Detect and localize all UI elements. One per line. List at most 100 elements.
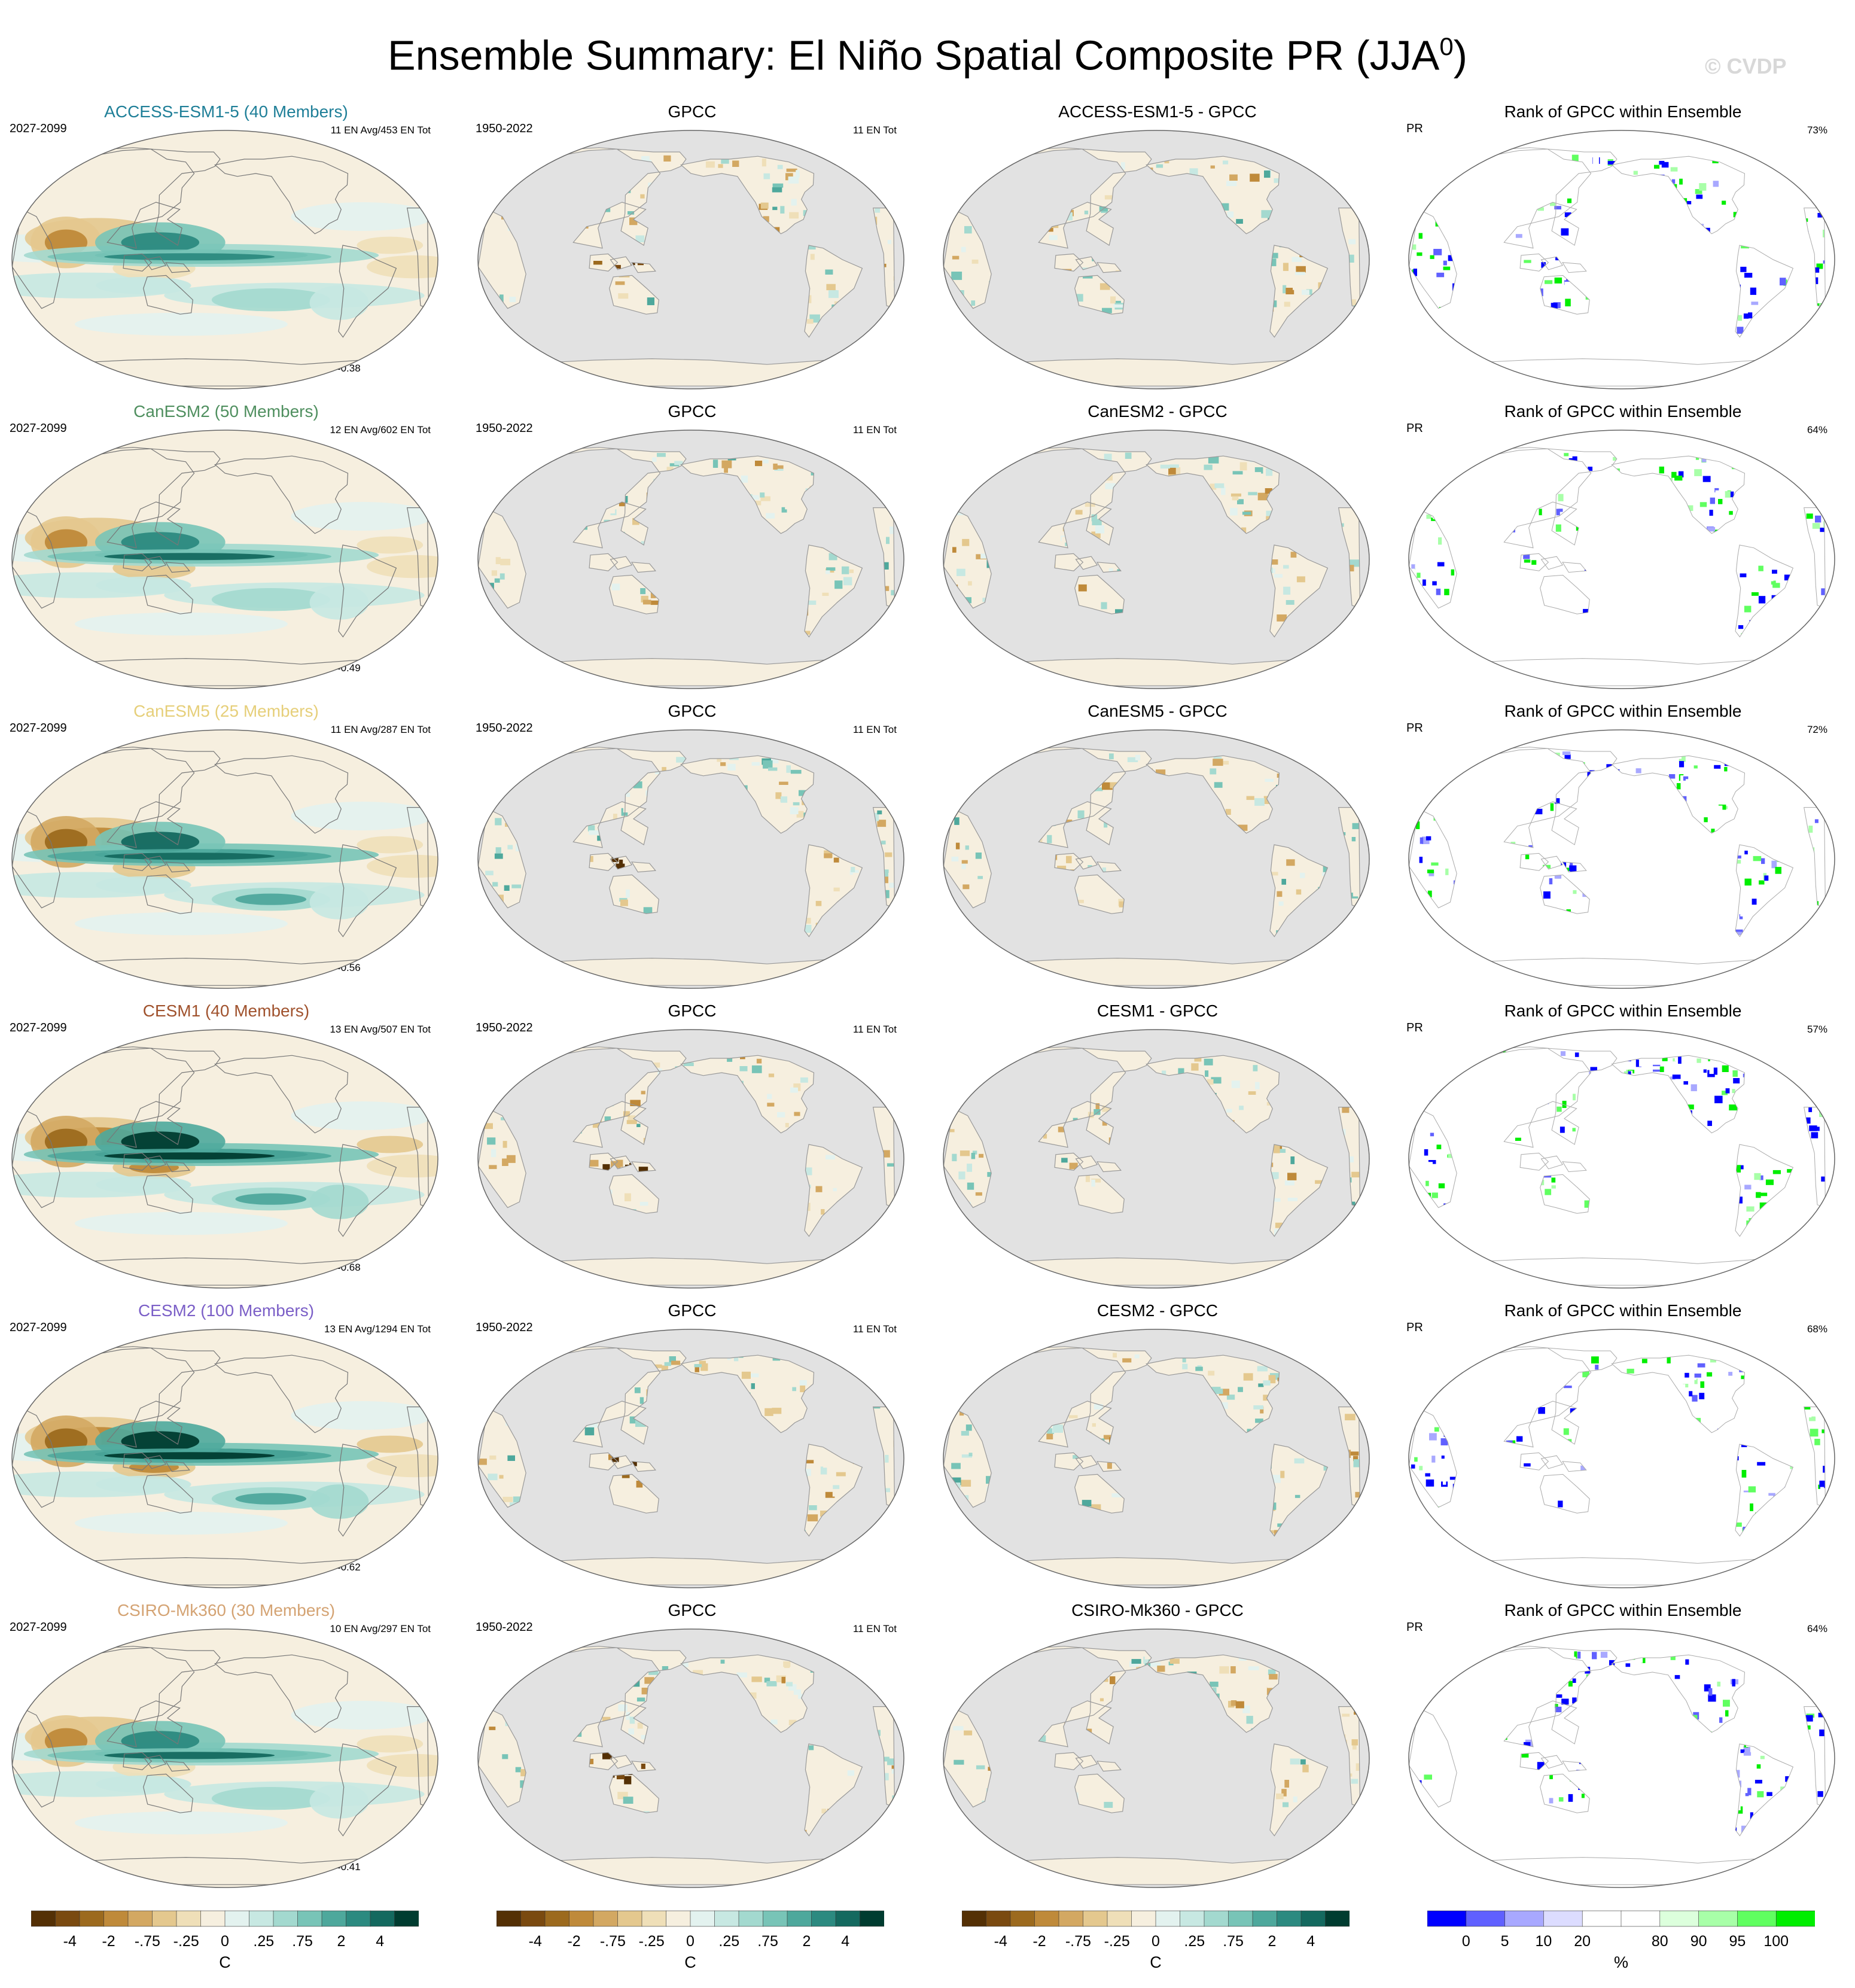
coastline (943, 747, 1361, 986)
rank-cell (1413, 269, 1417, 276)
rank-cell (1676, 783, 1681, 790)
grid-cell (511, 884, 522, 888)
rank-cell (1772, 583, 1780, 588)
grid-cell (851, 867, 855, 872)
grid-cell (507, 1455, 515, 1461)
grid-cell (815, 1186, 823, 1192)
grid-cell (1113, 1353, 1117, 1358)
grid-cell (878, 632, 884, 637)
period-label: 2027-2099 (10, 1621, 67, 1634)
rank-cell (1743, 1489, 1750, 1493)
rank-cell (1694, 469, 1702, 476)
grid-cell (1229, 174, 1238, 181)
grid-cell (790, 1087, 798, 1093)
rank-cell (1772, 1170, 1781, 1174)
grid-cell (952, 255, 960, 260)
rank-cell (1551, 1177, 1556, 1183)
grid-cell (485, 870, 494, 876)
rank-cell (1569, 865, 1577, 872)
panel-title: ACCESS-ESM1-5 (40 Members) (104, 102, 348, 121)
grid-cell (1099, 283, 1110, 290)
grid-cell (1260, 1406, 1264, 1414)
grid-cell (968, 581, 972, 586)
rank-cell (1515, 234, 1522, 238)
rank-cell (1693, 197, 1699, 202)
rank-cell (1806, 513, 1813, 519)
grid-cell (1341, 925, 1345, 931)
rank-cell (1437, 562, 1445, 567)
grid-cell (1127, 757, 1138, 762)
grid-cell (641, 595, 648, 602)
grid-cell (625, 1193, 631, 1201)
rank-cell (1833, 278, 1836, 284)
grid-cell (1238, 1387, 1243, 1392)
rank-cell (1588, 467, 1593, 471)
rank-cell (1697, 1363, 1705, 1368)
grid-cell (511, 168, 520, 174)
robinson-map (477, 130, 904, 389)
grid-cell (479, 1459, 487, 1465)
rank-cell (1554, 206, 1561, 210)
rank-cell (1722, 1065, 1729, 1072)
rank-cell (1718, 499, 1723, 504)
grid-cell (878, 185, 882, 189)
rank-cell (1439, 854, 1443, 857)
grid-cell (807, 1514, 818, 1521)
rank-cell (1743, 313, 1749, 319)
grid-cell (751, 762, 760, 766)
grid-cell (1250, 173, 1260, 182)
rank-cell (1569, 494, 1576, 498)
rank-cell (1804, 1073, 1808, 1077)
grid-cell (1182, 1363, 1188, 1369)
grid-cell (828, 290, 839, 299)
rank-cell (1679, 175, 1685, 179)
grid-cell (1295, 272, 1305, 275)
event-count-label: 11 EN Avg/287 EN Tot (330, 724, 431, 735)
anomaly-core (121, 1431, 200, 1451)
grid-cell (1085, 503, 1095, 507)
grid-cell (1297, 1052, 1304, 1058)
grid-cell (846, 1473, 853, 1482)
grid-cell (1047, 1428, 1055, 1434)
rank-cell (1443, 260, 1447, 266)
grid-cell (633, 781, 642, 788)
rank-cell (1748, 575, 1752, 580)
grid-cell (1191, 1063, 1199, 1071)
rank-cell (1765, 893, 1769, 897)
grid-cell (971, 259, 979, 264)
rank-cell (1446, 1367, 1451, 1374)
grid-cell (628, 1115, 636, 1121)
grid-cell (1227, 211, 1234, 218)
rank-cell (1753, 1483, 1757, 1489)
grid-cell (1204, 1058, 1213, 1065)
rank-cell (1814, 586, 1819, 591)
grid-cell (1214, 782, 1223, 788)
rank-cell (1822, 1429, 1826, 1433)
rank-cell (1613, 456, 1619, 461)
grid-cell (1278, 901, 1284, 906)
grid-cell (651, 1063, 660, 1068)
rank-cell (1565, 511, 1570, 519)
grid-cell (793, 802, 800, 806)
grid-cell (1091, 1179, 1095, 1187)
rank-cell (1538, 1407, 1545, 1414)
grid-cell (1255, 1082, 1260, 1089)
grid-cell (717, 757, 721, 762)
grid-cell (961, 246, 966, 252)
grid-cell (826, 1199, 836, 1206)
grid-cell (867, 934, 879, 939)
rank-cell (1778, 761, 1786, 766)
coastline (943, 1346, 1361, 1585)
grid-cell (775, 792, 782, 799)
grid-cell (495, 847, 501, 854)
grid-cell (1253, 1065, 1258, 1071)
grid-cell (1366, 1434, 1370, 1438)
grid-cell (792, 1387, 796, 1392)
grid-cell (741, 475, 748, 483)
grid-cell (1232, 496, 1239, 501)
grid-cell (489, 1165, 497, 1170)
rank-cell (1758, 565, 1763, 571)
rank-cell (1437, 181, 1443, 186)
grid-cell (1283, 263, 1289, 271)
grid-cell (642, 599, 651, 605)
